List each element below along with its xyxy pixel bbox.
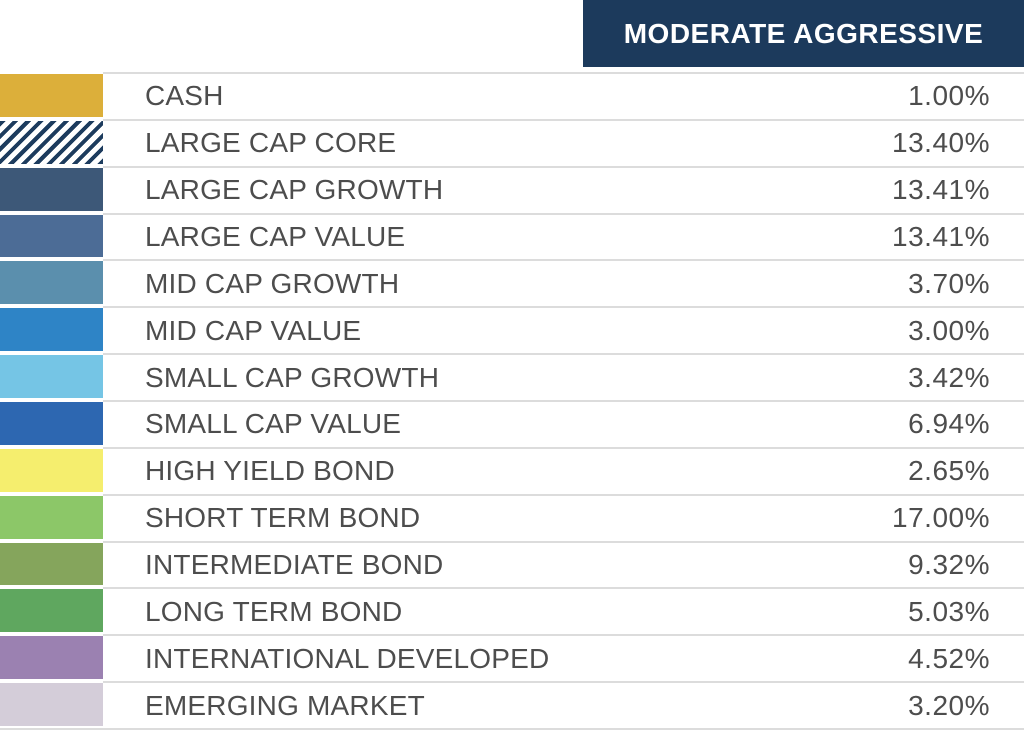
bottom-divider — [0, 728, 1024, 730]
asset-class-label: INTERMEDIATE BOND — [145, 549, 444, 581]
table-row: INTERNATIONAL DEVELOPED 4.52% — [0, 634, 1024, 681]
table-row: LARGE CAP GROWTH 13.41% — [0, 165, 1024, 213]
allocation-value: 13.41% — [892, 174, 990, 206]
row-content: SHORT TERM BOND 17.00% — [103, 493, 1024, 541]
allocation-value: 3.00% — [908, 314, 990, 346]
allocation-value: 9.32% — [908, 549, 990, 581]
asset-class-label: MID CAP VALUE — [145, 314, 362, 346]
column-header-label: MODERATE AGGRESSIVE — [623, 17, 984, 49]
medium-blue-swatch — [0, 402, 103, 445]
gold-swatch — [0, 74, 103, 117]
row-content: LONG TERM BOND 5.03% — [103, 587, 1024, 634]
asset-class-label: EMERGING MARKET — [145, 689, 425, 721]
allocation-value: 6.94% — [908, 408, 990, 440]
row-content: INTERMEDIATE BOND 9.32% — [103, 540, 1024, 588]
allocation-value: 3.20% — [908, 689, 990, 721]
allocation-value: 13.41% — [892, 221, 990, 252]
table-row: LARGE CAP VALUE 13.41% — [0, 212, 1024, 260]
bright-blue-swatch — [0, 308, 103, 352]
slate-blue-swatch — [0, 214, 103, 258]
row-content: MID CAP GROWTH 3.70% — [103, 259, 1024, 306]
table-row: HIGH YIELD BOND 2.65% — [0, 446, 1024, 494]
asset-class-label: MID CAP GROWTH — [145, 267, 400, 299]
table-row: LARGE CAP CORE 13.40% — [0, 118, 1024, 166]
yellow-swatch — [0, 448, 103, 492]
allocation-value: 2.65% — [908, 455, 990, 487]
table-row: SMALL CAP GROWTH 3.42% — [0, 353, 1024, 400]
asset-class-label: LONG TERM BOND — [145, 595, 403, 627]
column-header-moderate-aggressive: MODERATE AGGRESSIVE — [583, 0, 1024, 67]
table-row: LONG TERM BOND 5.03% — [0, 587, 1024, 634]
light-green-swatch — [0, 495, 103, 539]
table-row: MID CAP GROWTH 3.70% — [0, 259, 1024, 306]
allocation-value: 5.03% — [908, 595, 990, 627]
dark-slate-blue-swatch — [0, 167, 103, 211]
row-content: EMERGING MARKET 3.20% — [103, 681, 1024, 728]
table-row: MID CAP VALUE 3.00% — [0, 306, 1024, 353]
allocation-value: 17.00% — [892, 502, 990, 534]
table-row: EMERGING MARKET 3.20% — [0, 681, 1024, 728]
asset-class-label: CASH — [145, 80, 224, 112]
allocation-value: 4.52% — [908, 642, 990, 674]
green-swatch — [0, 589, 103, 633]
light-lavender-swatch — [0, 683, 103, 727]
asset-class-label: SMALL CAP VALUE — [145, 408, 402, 440]
row-content: LARGE CAP GROWTH 13.41% — [103, 165, 1024, 213]
table-row: INTERMEDIATE BOND 9.32% — [0, 540, 1024, 588]
asset-class-label: LARGE CAP CORE — [145, 127, 397, 159]
light-sky-blue-swatch — [0, 355, 103, 399]
row-content: INTERNATIONAL DEVELOPED 4.52% — [103, 634, 1024, 681]
asset-class-label: SMALL CAP GROWTH — [145, 361, 440, 393]
olive-green-swatch — [0, 542, 103, 586]
row-content: SMALL CAP GROWTH 3.42% — [103, 353, 1024, 400]
row-content: HIGH YIELD BOND 2.65% — [103, 446, 1024, 494]
allocation-value: 3.70% — [908, 267, 990, 299]
purple-swatch — [0, 636, 103, 680]
allocation-value: 3.42% — [908, 361, 990, 393]
asset-class-label: HIGH YIELD BOND — [145, 455, 395, 487]
row-content: CASH 1.00% — [103, 72, 1024, 119]
table-row: SMALL CAP VALUE 6.94% — [0, 400, 1024, 447]
row-content: LARGE CAP CORE 13.40% — [103, 118, 1024, 166]
row-content: MID CAP VALUE 3.00% — [103, 306, 1024, 353]
table-row: CASH 1.00% — [0, 72, 1024, 119]
row-content: LARGE CAP VALUE 13.41% — [103, 212, 1024, 260]
navy-diagonal-hatch-swatch — [0, 120, 103, 164]
table-row: SHORT TERM BOND 17.00% — [0, 493, 1024, 541]
asset-class-label: SHORT TERM BOND — [145, 502, 421, 534]
steel-blue-swatch — [0, 261, 103, 305]
asset-class-label: LARGE CAP GROWTH — [145, 174, 444, 206]
asset-class-label: INTERNATIONAL DEVELOPED — [145, 642, 550, 674]
allocation-value: 1.00% — [908, 80, 990, 112]
allocation-rows: CASH 1.00% LARGE CAP CORE 13.40% LARGE CAP G… — [0, 72, 1024, 728]
allocation-value: 13.40% — [892, 127, 990, 159]
row-content: SMALL CAP VALUE 6.94% — [103, 400, 1024, 447]
asset-class-label: LARGE CAP VALUE — [145, 221, 406, 252]
